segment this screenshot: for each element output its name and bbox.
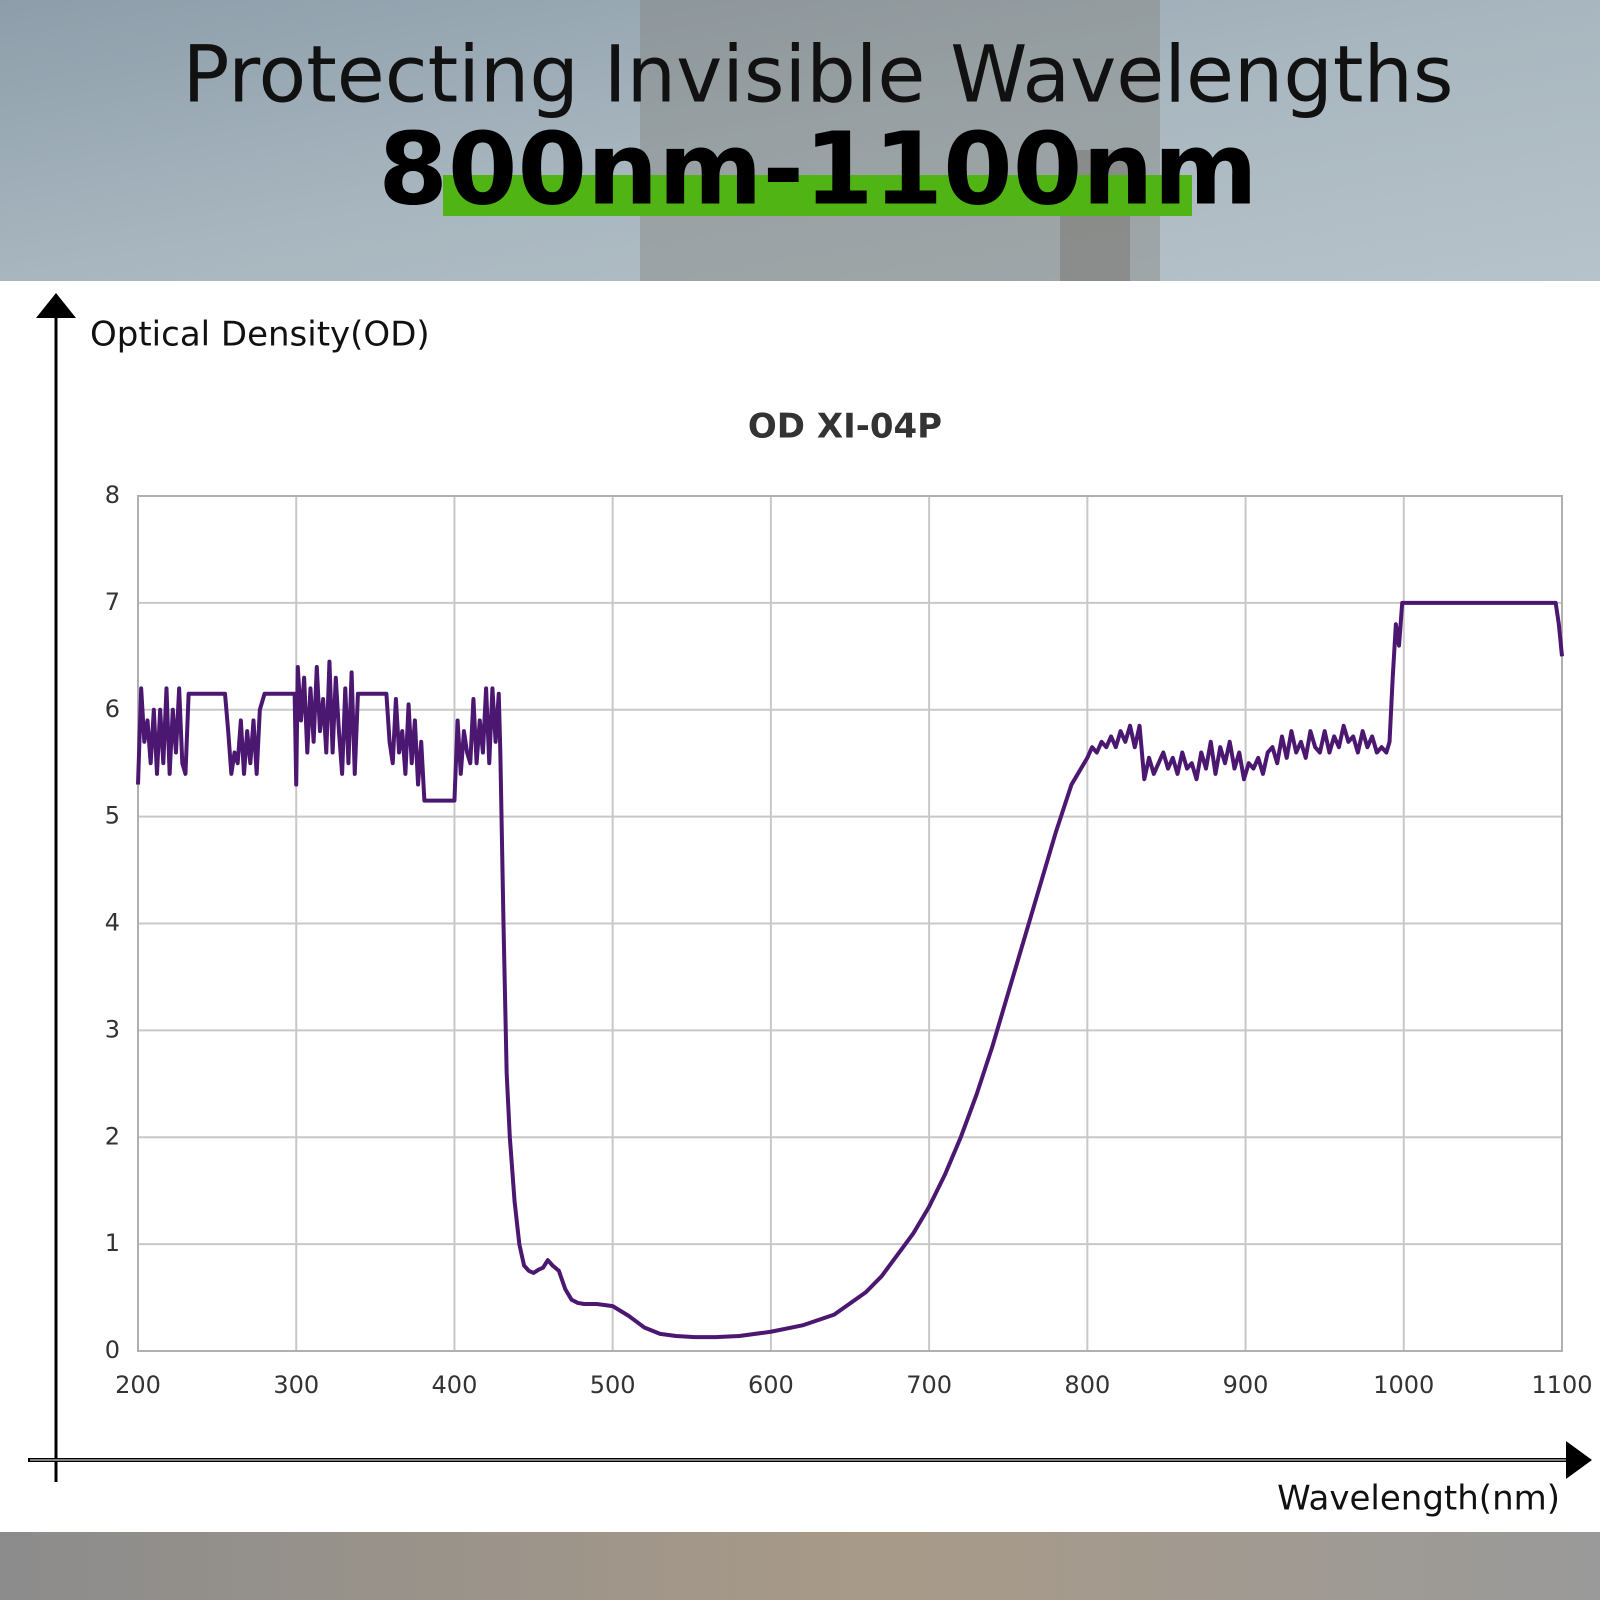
data-line — [136, 600, 1564, 1340]
x-tick-label: 600 — [748, 1371, 794, 1399]
x-tick-label: 200 — [115, 1371, 161, 1399]
x-tick-label: 400 — [432, 1371, 478, 1399]
plot-area: 0 1 2 3 4 5 6 7 8 200 300 400 500 600 700 800 900 1000 110… — [105, 481, 1593, 1399]
plot-frame — [137, 495, 1563, 1352]
y-tick-label: 1 — [105, 1229, 120, 1257]
x-tick-label: 1000 — [1373, 1371, 1434, 1399]
outer-y-arrow — [36, 293, 76, 318]
y-tick-label: 4 — [105, 909, 120, 937]
header-background — [0, 0, 1600, 281]
header-subtitle: 800nm-1100nm — [378, 110, 1257, 227]
footer-background — [0, 1532, 1600, 1600]
x-tick-label: 700 — [906, 1371, 952, 1399]
y-tick-label: 2 — [105, 1122, 120, 1150]
outer-x-arrow — [1566, 1441, 1592, 1479]
x-axis-label: Wavelength(nm) — [1277, 1479, 1560, 1519]
x-tick-label: 800 — [1064, 1371, 1110, 1399]
header-decor — [640, 0, 1160, 281]
header-title: Protecting Invisible Wavelengths — [182, 30, 1453, 120]
x-tick-label: 900 — [1223, 1371, 1269, 1399]
y-tick-label: 8 — [105, 481, 120, 509]
chart-title: OD XI-04P — [748, 407, 942, 447]
x-tick-label: 1100 — [1531, 1371, 1592, 1399]
y-tick-label: 3 — [105, 1015, 120, 1043]
y-tick-label: 7 — [105, 588, 120, 616]
y-tick-label: 6 — [105, 695, 120, 723]
y-tick-label: 5 — [105, 802, 120, 830]
x-tick-label: 500 — [590, 1371, 636, 1399]
x-tick-label: 300 — [273, 1371, 319, 1399]
y-axis-label: Optical Density(OD) — [90, 315, 430, 355]
subtitle-highlight — [443, 175, 1192, 216]
y-tick-label: 0 — [105, 1336, 120, 1364]
chart-panel — [0, 281, 1600, 1532]
